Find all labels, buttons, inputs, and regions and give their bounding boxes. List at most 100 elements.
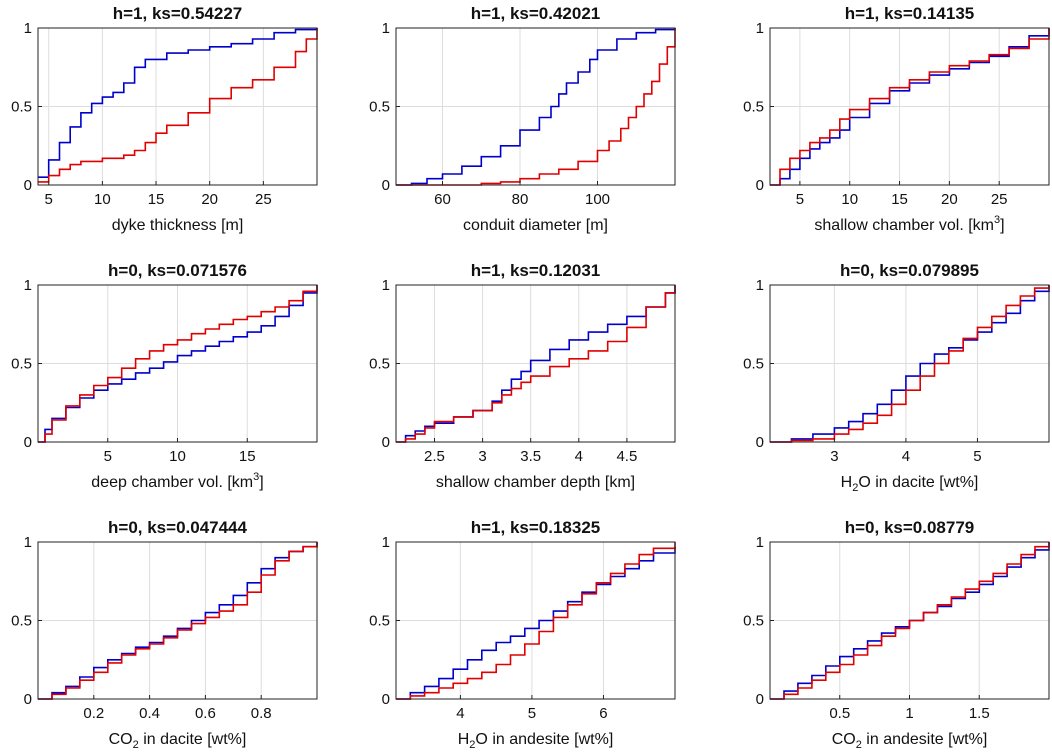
subplot-3: 5 10 15 20 25 0 0.5 1 h=1, ks=0.14135 shallow cha…	[743, 4, 1050, 234]
y-tick-label: 0.5	[11, 356, 32, 373]
x-axis-label: shallow chamber vol. [km3]	[814, 214, 1004, 234]
x-tick-label: 5	[973, 448, 981, 465]
y-tick-label: 1	[24, 20, 32, 37]
subplot-6: 3 4 5 0 0.5 1 h=0, ks=0.079895 H2O in dacite [w…	[743, 261, 1050, 494]
x-tick-label: 5	[45, 191, 53, 208]
y-tick-label: 0	[756, 177, 764, 194]
series-red-line	[396, 28, 676, 186]
y-tick-label: 1	[756, 277, 764, 294]
x-tick-label: 15	[239, 448, 256, 465]
y-tick-label: 1	[382, 277, 390, 294]
subplot-title: h=0, ks=0.071576	[108, 261, 247, 280]
x-axis-label: H2O in dacite [wt%]	[841, 474, 979, 494]
series-red-line	[38, 285, 318, 443]
subplot-7: 0.2 0.4 0.6 0.8 0 0.5 1 h=0, ks=0.047444 CO2 in …	[11, 518, 318, 751]
subplot-title: h=1, ks=0.54227	[113, 4, 243, 23]
x-axis-label: deep chamber vol. [km3]	[91, 471, 263, 491]
x-tick-label: 10	[169, 448, 186, 465]
x-tick-label: 60	[434, 191, 451, 208]
y-tick-label: 0	[756, 434, 764, 451]
x-tick-label: 3	[478, 448, 486, 465]
subplot-1: 5 10 15 20 25 0 0.5 1 h=1, ks=0.54227 dyke thickn…	[11, 4, 318, 234]
subplot-8: 4 5 6 0 0.5 1 h=1, ks=0.18325 H2O in andesite […	[369, 518, 676, 751]
y-tick-label: 0.5	[369, 613, 390, 630]
series-red-line	[770, 28, 1050, 186]
x-tick-label: 80	[512, 191, 529, 208]
series-red-line	[396, 285, 676, 443]
x-tick-label: 3.5	[520, 448, 541, 465]
subplot-9: 0.5 1 1.5 0 0.5 1 h=0, ks=0.08779 CO2 in andesi…	[743, 518, 1050, 751]
x-tick-label: 0.5	[829, 705, 850, 722]
x-tick-label: 10	[94, 191, 111, 208]
subplot-title: h=0, ks=0.079895	[840, 261, 979, 280]
x-tick-label: 5	[104, 448, 112, 465]
x-tick-label: 25	[255, 191, 272, 208]
x-axis-label: CO2 in andesite [wt%]	[832, 731, 988, 751]
y-tick-label: 0.5	[11, 99, 32, 116]
x-tick-label: 0.2	[83, 705, 104, 722]
y-tick-label: 0.5	[11, 613, 32, 630]
y-tick-label: 0.5	[369, 99, 390, 116]
series-red-line	[396, 542, 676, 700]
y-tick-label: 0	[382, 434, 390, 451]
series-blue-line	[396, 546, 676, 700]
y-tick-label: 0	[756, 691, 764, 708]
x-tick-label: 20	[201, 191, 218, 208]
y-tick-label: 0	[24, 691, 32, 708]
series-red-line	[770, 542, 1050, 700]
x-axis-label: conduit diameter [m]	[463, 217, 608, 234]
y-tick-label: 0.5	[743, 613, 764, 630]
series-blue-line	[38, 28, 318, 178]
y-tick-label: 1	[382, 20, 390, 37]
series-red-line	[770, 285, 1050, 443]
x-tick-label: 15	[891, 191, 908, 208]
x-tick-label: 100	[585, 191, 610, 208]
x-tick-label: 25	[991, 191, 1008, 208]
x-tick-label: 6	[599, 705, 607, 722]
x-tick-label: 0.4	[139, 705, 160, 722]
x-axis-label: H2O in andesite [wt%]	[458, 731, 614, 751]
x-tick-label: 0.8	[251, 705, 272, 722]
x-tick-label: 2.5	[424, 448, 445, 465]
y-tick-label: 1	[24, 277, 32, 294]
y-tick-label: 0	[382, 691, 390, 708]
x-tick-label: 4	[456, 705, 464, 722]
x-tick-label: 1.5	[969, 705, 990, 722]
series-red-line	[38, 542, 318, 700]
subplot-4: 5 10 15 0 0.5 1 h=0, ks=0.071576 deep chamber v…	[11, 261, 318, 491]
y-tick-label: 1	[24, 534, 32, 551]
y-tick-label: 0	[24, 434, 32, 451]
subplot-title: h=1, ks=0.18325	[471, 518, 601, 537]
subplot-title: h=1, ks=0.14135	[845, 4, 975, 23]
x-tick-label: 0.6	[195, 705, 216, 722]
series-blue-line	[396, 28, 676, 186]
x-tick-label: 20	[941, 191, 958, 208]
subplot-title: h=1, ks=0.42021	[471, 4, 601, 23]
subplot-title: h=0, ks=0.08779	[845, 518, 975, 537]
series-red-line	[38, 28, 318, 183]
x-axis-label: dyke thickness [m]	[112, 217, 244, 234]
y-tick-label: 0	[382, 177, 390, 194]
subplot-title: h=1, ks=0.12031	[471, 261, 601, 280]
subplot-5: 2.5 3 3.5 4 4.5 0 0.5 1 h=1, ks=0.12031 shallow c…	[369, 261, 676, 491]
series-blue-line	[38, 285, 318, 443]
y-tick-label: 0.5	[743, 356, 764, 373]
y-tick-label: 1	[382, 534, 390, 551]
x-axis-label: CO2 in dacite [wt%]	[109, 731, 247, 751]
x-tick-label: 10	[841, 191, 858, 208]
x-tick-label: 4	[902, 448, 910, 465]
x-tick-label: 5	[796, 191, 804, 208]
subplot-2: 60 80 100 0 0.5 1 h=1, ks=0.42021 conduit diame…	[369, 4, 676, 234]
y-tick-label: 1	[756, 534, 764, 551]
x-tick-label: 3	[830, 448, 838, 465]
x-tick-label: 4.5	[616, 448, 637, 465]
subplot-title: h=0, ks=0.047444	[108, 518, 248, 537]
y-tick-label: 1	[756, 20, 764, 37]
x-tick-label: 5	[528, 705, 536, 722]
x-tick-label: 15	[148, 191, 165, 208]
x-tick-label: 4	[575, 448, 583, 465]
y-tick-label: 0.5	[743, 99, 764, 116]
y-tick-label: 0	[24, 177, 32, 194]
x-axis-label: shallow chamber depth [km]	[436, 474, 635, 491]
